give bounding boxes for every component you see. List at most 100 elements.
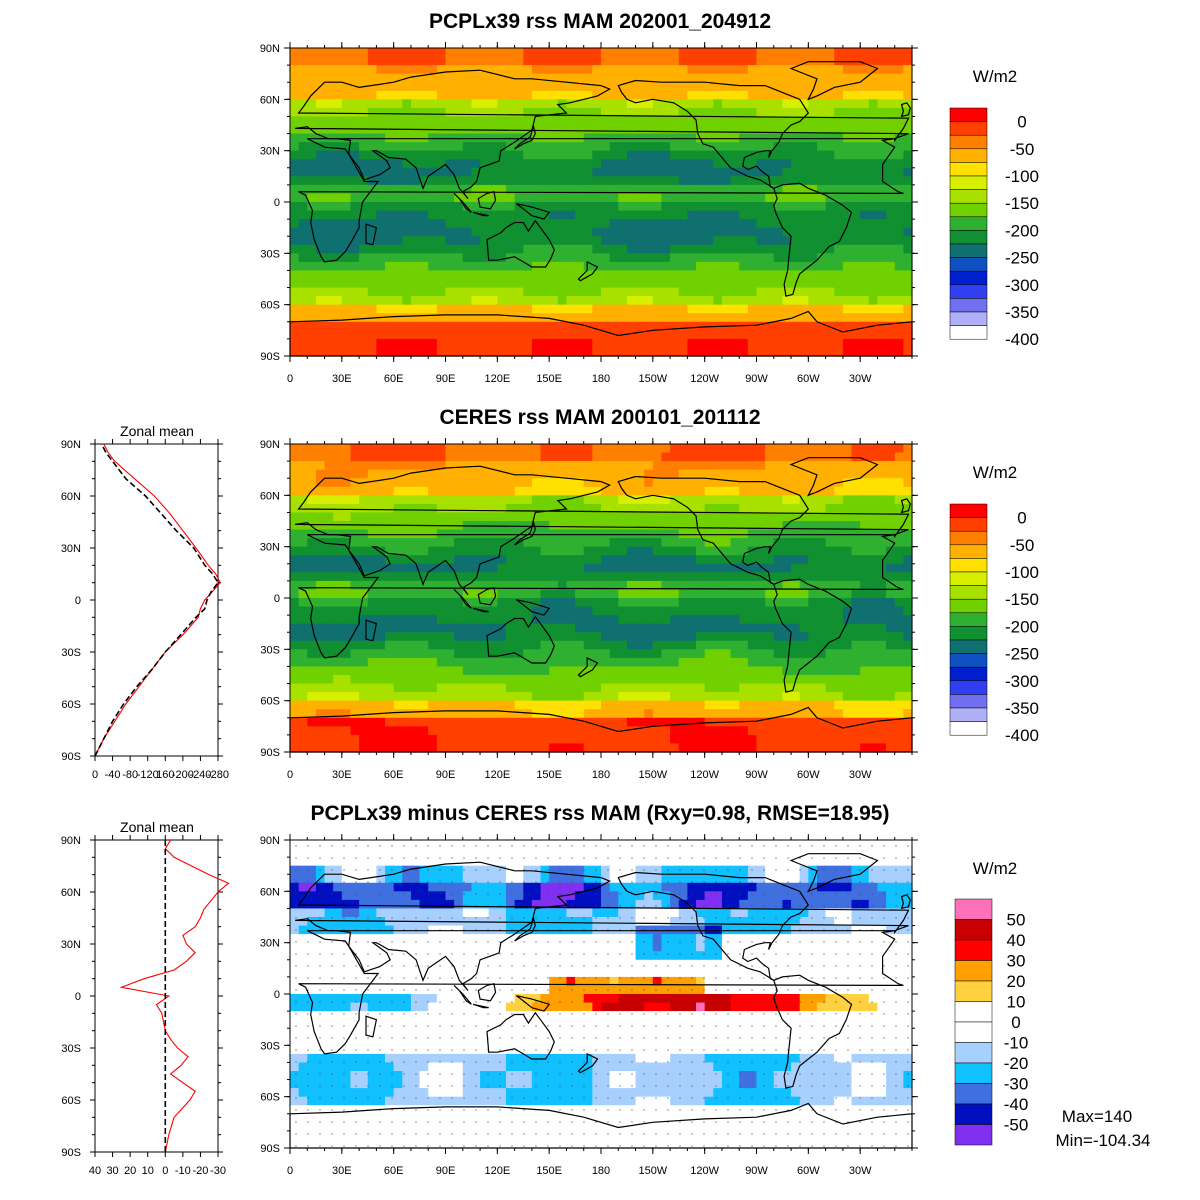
field-cell [886, 142, 896, 152]
field-cell [765, 159, 775, 169]
field-cell [635, 296, 645, 306]
field-cell [505, 461, 516, 471]
field-cell [298, 142, 308, 152]
field-cell [903, 615, 913, 625]
field-cell [471, 461, 481, 471]
field-cell [549, 159, 559, 169]
field-cell [445, 444, 455, 454]
field-cell [808, 347, 818, 357]
field-cell [523, 563, 533, 573]
field-cell [462, 452, 473, 462]
field-cell [540, 270, 550, 280]
field-cell [704, 261, 714, 272]
field-cell [436, 116, 447, 126]
field-cell [514, 176, 524, 186]
field-cell [678, 202, 688, 212]
field-cell [514, 598, 524, 608]
field-cell [877, 512, 887, 522]
field-cell [696, 478, 706, 488]
field-cell [799, 142, 809, 152]
field-cell [445, 107, 455, 118]
field-cell [367, 56, 377, 66]
field-cell [393, 338, 403, 349]
field-cell [393, 304, 403, 314]
field-cell [583, 692, 593, 702]
field-cell [765, 202, 775, 212]
field-cell [609, 219, 619, 229]
field-cell [592, 270, 602, 280]
field-cell [860, 580, 870, 591]
field-cell [583, 56, 593, 66]
field-cell [566, 598, 576, 608]
field-cell [324, 219, 334, 229]
field-cell [773, 632, 784, 642]
field-cell [428, 287, 438, 297]
field-cell [402, 210, 412, 220]
field-cell [886, 65, 896, 75]
field-cell [799, 107, 809, 118]
field-cell [678, 279, 688, 289]
field-cell [367, 82, 377, 92]
field-cell [298, 116, 308, 126]
field-cell [359, 632, 369, 642]
field-cell [765, 270, 775, 280]
field-cell [903, 521, 913, 531]
field-cell [385, 236, 395, 246]
field-cell [868, 598, 879, 608]
field-cell [687, 555, 697, 565]
field-cell [454, 321, 464, 331]
field-cell [575, 193, 585, 203]
field-cell [557, 503, 568, 514]
field-cell [480, 253, 490, 263]
field-cell [609, 73, 619, 83]
field-cell [868, 150, 879, 160]
field-cell [678, 304, 688, 314]
field-cell [609, 193, 619, 203]
field-cell [791, 253, 801, 263]
field-cell [402, 546, 412, 556]
field-cell [471, 572, 481, 582]
field-cell [644, 210, 654, 220]
field-cell [765, 649, 775, 659]
field-cell [730, 73, 740, 83]
field-cell [799, 227, 809, 237]
field-cell [609, 486, 619, 496]
field-cell [618, 615, 628, 625]
field-cell [359, 692, 369, 702]
field-cell [385, 261, 395, 272]
field-cell [635, 521, 645, 531]
field-cell [566, 452, 576, 462]
field-cell [834, 444, 844, 454]
field-cell [791, 90, 801, 100]
field-cell [773, 503, 784, 514]
field-cell [592, 444, 602, 454]
field-cell [704, 338, 714, 349]
field-cell [618, 486, 628, 496]
field-cell [350, 563, 360, 573]
field-cell [583, 219, 593, 229]
field-cell [480, 321, 490, 331]
field-cell [816, 615, 827, 625]
field-cell [773, 313, 784, 323]
field-cell [480, 184, 490, 195]
field-cell [773, 589, 784, 599]
field-cell [661, 99, 671, 109]
field-cell [704, 236, 714, 246]
field-cell [445, 279, 455, 289]
field-cell [721, 236, 732, 246]
field-cell [549, 615, 559, 625]
field-cell [436, 546, 447, 556]
field-cell [445, 692, 455, 702]
field-cell [678, 227, 688, 237]
field-cell [462, 159, 473, 169]
field-cell [505, 452, 516, 462]
field-cell [514, 125, 524, 135]
field-cell [877, 538, 887, 548]
field-cell [713, 469, 723, 479]
field-cell [428, 107, 438, 118]
field-cell [652, 244, 663, 254]
field-cell [436, 184, 447, 195]
field-cell [816, 546, 827, 556]
field-cell [903, 227, 913, 237]
field-cell [540, 184, 550, 195]
